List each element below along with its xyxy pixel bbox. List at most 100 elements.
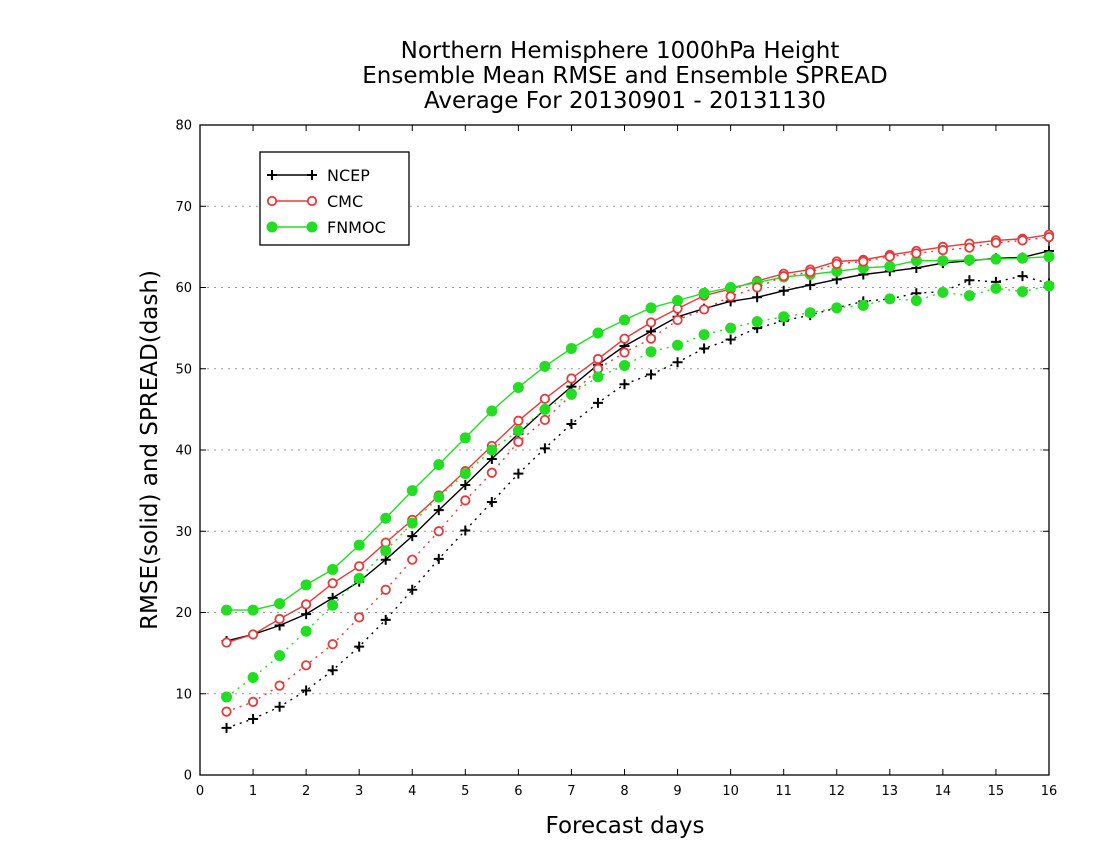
data-point-fnmoc-spread [459,468,471,480]
y-tick-label: 40 [175,444,192,459]
data-point-fnmoc-spread [327,599,339,611]
data-point-fnmoc-spread [380,545,392,557]
data-point-cmc-spread [247,696,259,707]
x-tick-label: 8 [620,784,628,799]
data-point-fnmoc-rmse [619,314,630,326]
data-point-ncep-spread [539,443,550,454]
data-point-cmc-rmse [566,373,577,384]
data-point-fnmoc-rmse [539,360,551,372]
x-axis-title: Forecast days [546,813,705,839]
grid-lines [200,205,1049,695]
y-tick-label: 50 [175,362,192,377]
data-point-fnmoc-spread [274,650,286,662]
data-point-cmc-spread [619,347,630,358]
data-point-fnmoc-rmse [592,327,604,339]
data-point-fnmoc-rmse [512,381,524,393]
data-point-cmc-spread [301,660,312,671]
chart-title-line-3: Average For 20130901 - 20131130 [424,88,826,114]
data-point-ncep-rmse [805,280,816,291]
data-point-ncep-spread [699,343,710,354]
data-point-ncep-rmse [778,285,789,296]
data-point-cmc-rmse [327,578,338,589]
data-point-fnmoc-spread [645,346,657,358]
x-tick-label: 16 [1041,784,1058,799]
chart-title-line-2: Ensemble Mean RMSE and Ensemble SPREAD [362,63,887,89]
data-point-cmc-spread [433,526,444,537]
data-point-fnmoc-rmse [672,295,684,306]
data-point-cmc-spread [645,333,657,344]
data-point-cmc-rmse [539,393,551,404]
series-line-fnmoc-rmse [226,255,1050,611]
data-point-cmc-rmse [221,637,232,648]
data-point-cmc-spread [911,248,922,259]
data-point-fnmoc-spread [433,491,445,503]
legend-box [259,151,410,246]
data-point-fnmoc-rmse [300,579,312,591]
data-point-fnmoc-spread [353,572,365,584]
legend-marker-fnmoc [306,221,318,233]
data-point-ncep-spread [248,713,259,724]
data-point-fnmoc-spread [698,329,710,341]
data-point-cmc-rmse [274,613,285,625]
series-fnmoc-rmse [221,251,1055,616]
series-cmc-rmse [221,229,1055,648]
data-point-cmc-spread [884,251,895,262]
data-point-cmc-spread [752,282,763,293]
data-point-fnmoc-rmse [380,512,392,524]
data-point-fnmoc-rmse [963,254,975,266]
data-point-cmc-spread [380,584,391,595]
data-point-cmc-spread [858,256,869,267]
data-point-cmc-rmse [513,415,524,426]
data-point-fnmoc-spread [831,302,843,314]
data-point-cmc-spread [778,271,789,282]
data-point-ncep-rmse [460,479,471,490]
data-point-cmc-rmse [619,333,630,344]
data-point-fnmoc-spread [804,307,816,319]
data-point-fnmoc-rmse [486,405,498,417]
y-tick-label: 70 [175,200,192,215]
y-tick-label: 20 [175,606,192,621]
data-point-fnmoc-rmse [353,539,365,551]
data-point-cmc-spread [539,414,551,426]
data-point-cmc-rmse [592,353,604,365]
data-point-fnmoc-rmse [221,604,233,616]
data-point-fnmoc-rmse [459,432,471,444]
data-point-fnmoc-spread [406,517,418,529]
data-point-cmc-spread [725,291,736,302]
x-tick-label: 3 [355,784,363,799]
series-cmc-spread [221,232,1055,717]
data-point-ncep-spread [274,701,285,712]
data-point-fnmoc-rmse [1016,252,1028,264]
data-point-cmc-spread [221,706,232,717]
data-point-ncep-rmse [486,453,497,464]
data-point-fnmoc-rmse [565,342,577,354]
legend: NCEP CMC FNMOC [259,151,410,246]
data-point-fnmoc-rmse [433,459,445,471]
data-point-ncep-spread [672,357,683,368]
data-point-cmc-spread [354,612,365,623]
data-point-cmc-spread [805,266,816,278]
data-point-fnmoc-rmse [884,260,896,272]
data-point-cmc-spread [1017,235,1028,246]
data-point-fnmoc-spread [884,293,896,305]
legend-item-cmc: CMC [266,192,363,211]
data-point-cmc-spread [672,314,683,326]
data-point-fnmoc-rmse [698,287,710,299]
data-point-ncep-spread [354,641,365,652]
series-line-ncep-rmse [226,250,1050,642]
legend-marker-cmc [266,195,278,207]
data-point-fnmoc-spread [778,311,790,323]
data-point-ncep-spread [646,369,657,380]
data-point-ncep-spread [380,614,391,625]
data-point-ncep-rmse [407,531,418,542]
data-point-fnmoc-spread [1043,280,1055,292]
data-point-ncep-spread [301,685,312,696]
data-point-ncep-spread [1017,271,1028,282]
data-point-ncep-spread [513,468,524,479]
series-line-ncep-spread [226,275,1050,729]
y-tick-label: 30 [175,525,192,540]
data-point-ncep-rmse [752,292,763,303]
data-point-fnmoc-rmse [406,485,418,497]
data-point-cmc-spread [964,242,975,253]
series-ncep-spread [221,271,1054,733]
